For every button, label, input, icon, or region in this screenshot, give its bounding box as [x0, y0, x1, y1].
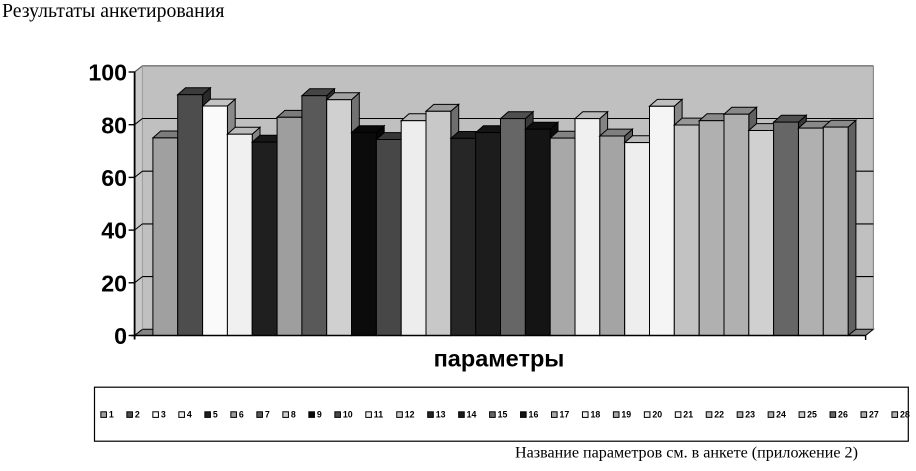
svg-text:25: 25 [807, 409, 817, 419]
svg-text:8: 8 [291, 409, 296, 419]
svg-text:27: 27 [869, 409, 879, 419]
svg-text:21: 21 [683, 409, 693, 419]
svg-text:Результаты анкетирования: Результаты анкетирования [2, 0, 224, 22]
svg-text:60: 60 [101, 165, 127, 191]
svg-text:10: 10 [343, 409, 353, 419]
svg-text:20: 20 [652, 409, 662, 419]
svg-text:100: 100 [88, 60, 127, 86]
svg-text:параметры: параметры [434, 346, 565, 372]
svg-text:23: 23 [745, 409, 755, 419]
svg-text:24: 24 [776, 409, 786, 419]
svg-text:11: 11 [374, 409, 383, 419]
svg-text:19: 19 [621, 409, 631, 419]
svg-text:15: 15 [498, 409, 508, 419]
svg-text:18: 18 [590, 409, 600, 419]
svg-text:26: 26 [838, 409, 848, 419]
svg-text:5: 5 [213, 409, 218, 419]
svg-text:16: 16 [529, 409, 539, 419]
svg-text:7: 7 [265, 409, 270, 419]
svg-text:Название параметров см. в анке: Название параметров см. в анкете (прилож… [515, 444, 858, 461]
svg-text:1: 1 [109, 409, 114, 419]
svg-text:6: 6 [239, 409, 244, 419]
svg-text:40: 40 [101, 218, 127, 244]
svg-text:3: 3 [161, 409, 166, 419]
svg-text:22: 22 [714, 409, 724, 419]
svg-text:2: 2 [135, 409, 140, 419]
svg-text:14: 14 [467, 409, 477, 419]
svg-text:12: 12 [405, 409, 415, 419]
svg-text:0: 0 [114, 323, 127, 349]
svg-text:20: 20 [101, 270, 127, 296]
svg-text:9: 9 [317, 409, 322, 419]
svg-text:80: 80 [101, 112, 127, 138]
svg-text:4: 4 [187, 409, 192, 419]
svg-text:17: 17 [560, 409, 570, 419]
svg-text:13: 13 [436, 409, 446, 419]
svg-text:28: 28 [900, 409, 910, 419]
